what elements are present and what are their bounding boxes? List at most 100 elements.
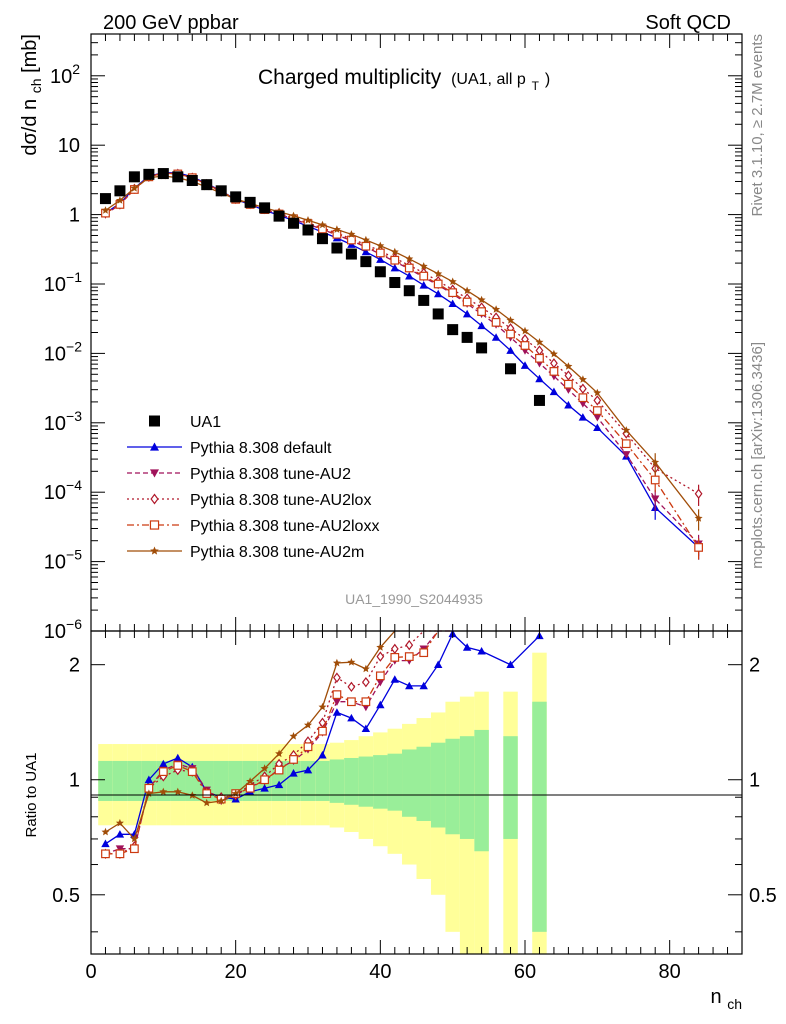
ratio-marker <box>173 753 182 762</box>
mc-marker <box>318 220 327 229</box>
chart-title-suffix-sub: T <box>532 79 540 93</box>
mc-marker <box>390 247 399 256</box>
ratio-y-label: Ratio to UA1 <box>23 752 40 837</box>
ratio-marker <box>332 690 342 699</box>
mc-marker <box>115 196 124 204</box>
mc-marker <box>361 241 371 251</box>
band-inner <box>315 760 330 801</box>
data-point <box>157 168 169 180</box>
mc-marker <box>419 262 428 270</box>
y-tick-exponent: −1 <box>66 269 82 285</box>
ratio-marker <box>318 750 327 759</box>
mc-marker <box>506 329 515 339</box>
data-point <box>273 210 285 222</box>
main-y-label-sub: ch <box>28 78 44 93</box>
legend-marker <box>150 442 159 451</box>
ratio-marker <box>405 639 414 651</box>
mc-marker <box>434 269 443 278</box>
mc-marker <box>361 247 371 256</box>
mcplots-label: mcplots.cern.ch [arXiv:1306.3436] <box>749 342 766 569</box>
ratio-marker <box>158 767 168 777</box>
ratio-marker <box>462 643 472 651</box>
band-inner <box>387 753 403 811</box>
data-point <box>230 191 242 203</box>
chart-title: Charged multiplicity (UA1, all p T ) <box>258 66 550 95</box>
mc-marker <box>578 375 587 383</box>
mc-marker <box>578 393 588 403</box>
mc-marker <box>419 281 428 289</box>
main-y-label-main: dσ/d n <box>19 99 41 156</box>
rivet-label: Rivet 3.1.10, ≥ 2.7M events <box>749 34 766 217</box>
ratio-marker <box>318 702 327 711</box>
ratio-marker <box>347 697 356 707</box>
ratio-marker <box>115 849 125 859</box>
legend-marker <box>149 415 160 427</box>
data-point <box>201 179 213 191</box>
ratio-marker <box>506 660 515 669</box>
y-tick-mantissa: 10 <box>50 66 72 88</box>
band-inner <box>416 746 431 821</box>
ratio-marker <box>419 648 429 658</box>
mc-marker <box>535 338 544 346</box>
mc-marker <box>376 241 385 250</box>
ratio-marker <box>246 777 255 785</box>
mc-marker <box>448 288 458 298</box>
data-point <box>461 331 473 343</box>
ratio-frame <box>90 630 743 955</box>
data-point <box>374 266 386 278</box>
ratio-marker <box>303 742 313 752</box>
ratio-marker <box>217 796 226 805</box>
ratio-marker <box>405 681 414 690</box>
ratio-marker <box>289 732 298 740</box>
x-axis-label: n ch <box>711 986 742 1012</box>
x-tick-label: 20 <box>225 961 247 983</box>
ratio-marker <box>419 681 428 690</box>
legend-marker <box>149 520 160 530</box>
mc-marker <box>564 400 573 409</box>
band-inner <box>329 759 345 803</box>
ratio-marker <box>347 658 356 666</box>
band-inner <box>402 749 417 817</box>
ratio-marker <box>390 643 399 655</box>
band-inner <box>503 736 518 839</box>
legend-marker <box>150 493 159 505</box>
y-tick-label: 10−4 <box>44 477 82 504</box>
mc-marker <box>304 216 312 224</box>
mc-marker <box>520 361 530 369</box>
mc-marker <box>651 495 660 504</box>
mc-marker <box>491 333 501 341</box>
ratio-marker <box>318 726 327 736</box>
y-tick-mantissa: 10 <box>44 413 66 435</box>
mc-marker <box>463 286 472 295</box>
y-tick-label: 10−6 <box>44 616 82 643</box>
mc-marker <box>564 370 573 381</box>
ratio-marker <box>376 651 385 662</box>
ratio-marker <box>101 849 110 859</box>
y-tick-mantissa: 10 <box>44 552 66 574</box>
mc-marker <box>433 279 443 289</box>
mc-marker <box>622 451 631 459</box>
x-axis-label-main: n <box>711 986 722 1008</box>
mc-marker <box>694 514 703 522</box>
data-point <box>99 193 111 205</box>
mc-marker <box>564 379 573 389</box>
mc-marker <box>564 362 573 370</box>
y-tick-exponent: 2 <box>72 61 80 77</box>
band-inner <box>532 701 547 932</box>
legend-item: Pythia 8.308 tune-AU2m <box>127 544 364 561</box>
ratio-panel: 0.5 0.51 12 20 20 40 60 80 Ratio to UA1 n ch <box>23 629 777 1012</box>
ratio-y-tick-label-right: 2 <box>749 655 760 677</box>
mc-marker <box>521 326 529 335</box>
mc-marker <box>332 225 341 233</box>
mc-marker <box>549 349 558 358</box>
ratio-marker <box>376 700 385 709</box>
data-point <box>186 174 198 186</box>
data-point <box>143 168 155 180</box>
legend-label: Pythia 8.308 tune-AU2lox <box>190 492 371 509</box>
y-tick-mantissa: 1 <box>69 205 80 227</box>
band-inner <box>286 760 301 801</box>
mc-marker <box>390 255 400 265</box>
ratio-marker <box>304 720 312 729</box>
